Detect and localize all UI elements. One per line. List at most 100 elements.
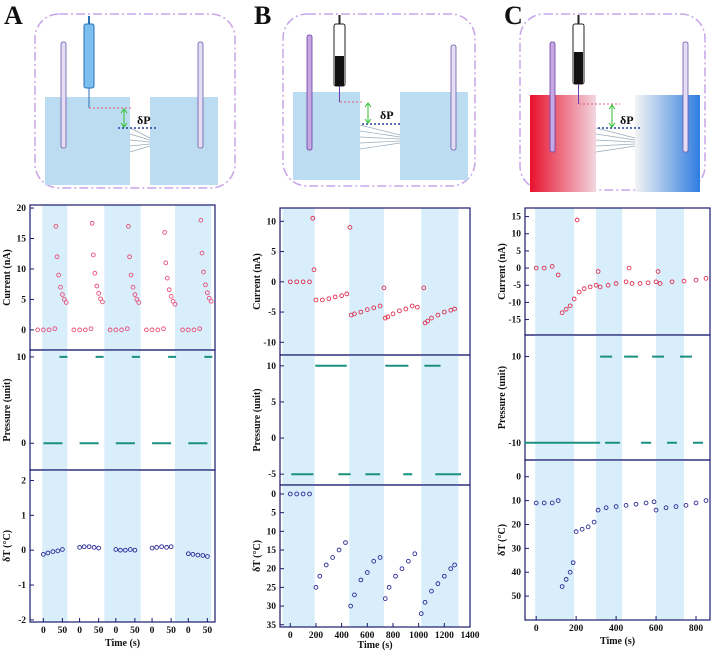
- data-point: [336, 547, 342, 553]
- y-axis-label: Pressure (unit): [252, 388, 263, 451]
- y-tick-label: 40: [512, 568, 522, 578]
- electrode: [682, 41, 689, 153]
- data-point: [673, 504, 679, 509]
- y-tick-label: -1: [18, 581, 26, 591]
- data-point: [633, 501, 639, 507]
- electrode: [450, 44, 457, 151]
- y-tick-label: 0: [271, 434, 276, 444]
- subplot: -10 -5 0 5 10 Current (nA): [252, 207, 471, 356]
- data-point: [448, 566, 454, 572]
- shaded-band: [282, 355, 315, 485]
- shaded-band: [349, 485, 384, 627]
- data-point: [113, 547, 119, 552]
- data-point: [371, 558, 377, 564]
- electrode: [197, 41, 204, 149]
- shaded-band: [596, 335, 623, 460]
- data-point: [81, 544, 87, 550]
- data-point: [377, 555, 383, 560]
- y-tick-label: 0: [21, 326, 26, 336]
- data-point: [703, 276, 709, 281]
- data-point: [605, 282, 611, 288]
- data-point: [541, 265, 547, 271]
- y-tick-label: -15: [508, 316, 521, 326]
- data-point: [452, 306, 457, 312]
- shaded-band: [42, 350, 68, 470]
- electrode: [306, 34, 313, 151]
- shaded-band: [349, 355, 384, 485]
- data-point: [549, 500, 555, 506]
- x-tick-label: 400: [334, 631, 349, 641]
- y-tick-label: 0: [21, 439, 26, 449]
- data-point: [198, 217, 204, 223]
- x-tick-label: 0: [150, 626, 155, 636]
- diagram: δP: [282, 13, 476, 187]
- y-axis-label: Current (nA): [2, 249, 13, 306]
- y-tick-label: -10: [263, 338, 276, 348]
- shaded-band: [535, 460, 575, 620]
- data-point: [88, 326, 94, 332]
- data-point: [185, 551, 191, 557]
- electrode: [549, 41, 556, 153]
- y-tick-label: 35: [267, 621, 277, 631]
- data-point: [382, 315, 388, 321]
- data-point: [82, 327, 88, 333]
- data-point: [205, 554, 210, 559]
- data-point: [393, 573, 398, 579]
- reservoir: [400, 92, 468, 180]
- y-tick-label: 0: [21, 546, 26, 556]
- shaded-band: [656, 460, 685, 620]
- data-point: [435, 581, 441, 587]
- data-point: [579, 526, 585, 532]
- data-point: [143, 327, 149, 333]
- data-point: [344, 291, 350, 297]
- data-point: [593, 282, 599, 288]
- panel-letter: B: [254, 1, 271, 30]
- y-tick-label: 15: [17, 235, 27, 245]
- y-tick-label: 15: [512, 213, 522, 223]
- data-point: [629, 281, 635, 286]
- data-point: [422, 599, 428, 605]
- y-axis-label: Pressure (unit): [497, 366, 508, 429]
- channel: [129, 127, 151, 153]
- data-point: [123, 547, 128, 553]
- subplot: -10 10 Pressure (unit): [497, 334, 711, 461]
- data-point: [623, 279, 629, 285]
- shaded-band: [174, 350, 212, 470]
- data-point: [587, 284, 593, 290]
- y-tick-label: 0: [271, 490, 276, 500]
- data-point: [94, 283, 100, 289]
- y-tick-label: 5: [271, 248, 276, 258]
- x-tick-label: 0: [288, 631, 293, 641]
- axes-frame: [279, 484, 471, 628]
- y-tick-label: 5: [271, 509, 276, 519]
- data-point: [172, 301, 178, 307]
- data-point: [429, 588, 434, 594]
- data-point: [56, 272, 61, 278]
- y-tick-label: 10: [267, 217, 277, 227]
- data-point: [168, 544, 174, 550]
- data-point: [669, 279, 675, 285]
- data-point: [208, 298, 214, 304]
- data-point: [541, 500, 547, 506]
- shaded-band: [535, 208, 575, 335]
- data-point: [693, 500, 699, 506]
- data-point: [549, 264, 555, 269]
- data-point: [348, 603, 353, 609]
- data-point: [645, 280, 651, 286]
- y-tick-label: 10: [17, 353, 27, 363]
- data-point: [41, 327, 46, 333]
- data-point: [164, 545, 169, 550]
- data-point: [415, 304, 420, 310]
- diagram-label: δP: [620, 113, 634, 127]
- reservoir: [293, 92, 360, 180]
- data-point: [655, 269, 661, 274]
- data-point: [300, 491, 306, 497]
- y-tick-label: 20: [512, 520, 522, 530]
- data-point: [567, 303, 573, 309]
- y-axis-label: δT (°C): [252, 540, 263, 572]
- y-axis-label: δT (°C): [2, 530, 13, 562]
- data-point: [651, 499, 657, 505]
- data-point: [429, 315, 434, 321]
- y-axis-label: Current (nA): [497, 243, 508, 300]
- data-point: [132, 547, 138, 553]
